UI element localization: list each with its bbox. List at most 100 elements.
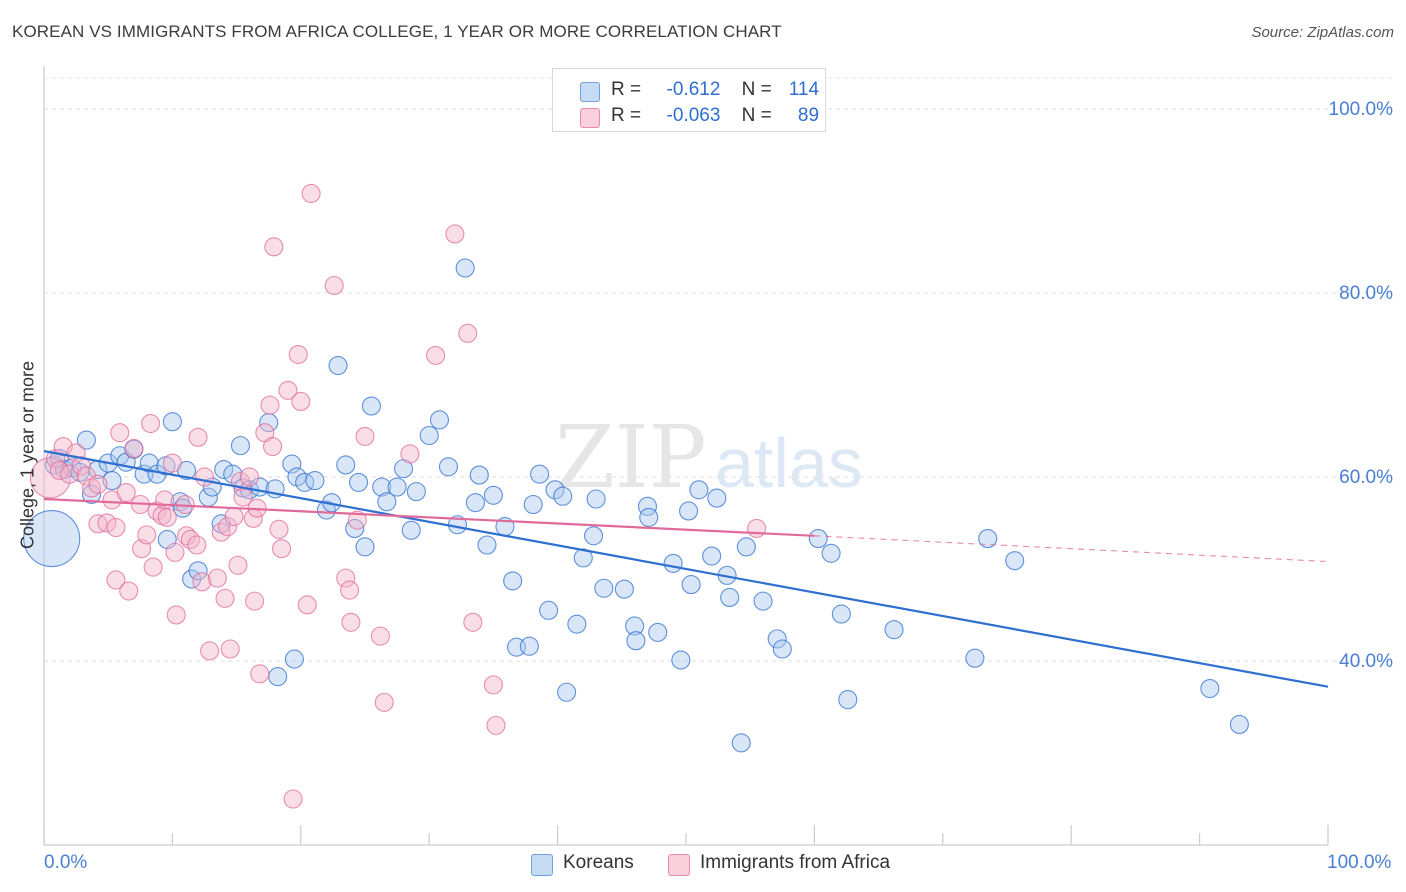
- point-koreans-107: [1005, 551, 1025, 571]
- point-koreans-76: [573, 548, 593, 568]
- bottom-legend-swatch-koreans: [531, 854, 553, 876]
- point-koreans-68: [519, 636, 539, 656]
- point-koreans-41: [305, 471, 325, 491]
- point-koreans-29: [223, 464, 243, 484]
- point-koreans-57: [429, 410, 450, 430]
- point-koreans-60: [455, 258, 475, 278]
- legend-n-value-africa: 89: [797, 105, 820, 126]
- point-koreans-19: [162, 412, 182, 432]
- point-koreans-95: [731, 733, 751, 753]
- point-africa-64: [301, 183, 321, 204]
- point-africa-8: [81, 478, 102, 498]
- point-koreans-54: [401, 520, 421, 540]
- trend-line-koreans: [43, 450, 1329, 688]
- point-africa-50: [245, 591, 265, 611]
- point-koreans-21: [173, 498, 193, 518]
- point-koreans-103: [838, 690, 858, 710]
- point-koreans-77: [584, 526, 604, 546]
- watermark-atlas: atlas: [715, 424, 863, 502]
- point-africa-42: [218, 517, 238, 537]
- point-koreans-96: [736, 537, 756, 557]
- point-koreans-86: [663, 553, 683, 573]
- point-africa-45: [228, 555, 248, 575]
- point-africa-48: [239, 467, 259, 487]
- data-points: [23, 183, 1249, 809]
- point-africa-41: [215, 588, 235, 608]
- point-africa-23: [143, 557, 163, 577]
- point-africa-67: [340, 580, 360, 600]
- point-koreans-105: [965, 648, 985, 668]
- legend-row-africa: R = -0.063 N = 89: [553, 102, 825, 128]
- point-africa-28: [162, 453, 182, 473]
- point-koreans-94: [720, 587, 740, 608]
- point-africa-59: [278, 380, 298, 400]
- point-koreans-91: [702, 546, 722, 566]
- point-koreans-66: [503, 571, 523, 591]
- legend-row-koreans: R = -0.612 N = 114: [553, 76, 825, 102]
- point-africa-14: [106, 570, 126, 590]
- point-africa-15: [110, 423, 130, 443]
- point-koreans-102: [831, 604, 851, 624]
- point-africa-11: [97, 513, 117, 533]
- legend-r-value-koreans: -0.612: [666, 79, 721, 100]
- point-koreans-78: [586, 489, 606, 509]
- point-africa-17: [119, 581, 139, 601]
- point-koreans-69: [523, 494, 543, 515]
- point-koreans-70: [530, 464, 550, 484]
- point-koreans-30: [230, 436, 251, 456]
- legend-swatch-koreans: [580, 82, 600, 102]
- point-koreans-74: [557, 682, 577, 702]
- watermark-zip: ZIP: [555, 408, 707, 508]
- point-koreans-100: [808, 529, 828, 549]
- point-africa-22: [141, 413, 161, 434]
- point-koreans-101: [821, 543, 841, 563]
- point-africa-75: [445, 224, 465, 244]
- point-africa-77: [463, 612, 483, 632]
- point-africa-68: [341, 612, 361, 632]
- point-koreans-109: [1229, 714, 1249, 734]
- point-africa-2: [49, 460, 69, 481]
- legend-n-label: N =: [741, 105, 772, 126]
- y-tick-label-80: 80.0%: [1339, 283, 1393, 304]
- point-koreans-98: [767, 629, 787, 649]
- point-koreans-44: [328, 356, 348, 376]
- chart-title: KOREAN VS IMMIGRANTS FROM AFRICA COLLEGE…: [12, 22, 782, 41]
- x-tick-label-max: 100.0%: [1327, 852, 1392, 873]
- point-africa-9: [88, 474, 108, 494]
- point-africa-74: [426, 345, 446, 365]
- point-koreans-24: [188, 561, 208, 581]
- point-koreans-62: [469, 465, 489, 485]
- trend-line-africa-projection: [814, 535, 1329, 563]
- point-koreans-84: [639, 507, 659, 527]
- point-africa-66: [336, 568, 356, 588]
- point-africa-65: [324, 275, 344, 296]
- point-koreans-55: [406, 482, 426, 502]
- point-africa-69: [347, 510, 367, 530]
- y-tick-label-60: 60.0%: [1339, 467, 1393, 488]
- point-koreans-64: [483, 485, 503, 505]
- point-africa-38: [200, 641, 220, 661]
- trend-line-africa: [43, 497, 815, 537]
- point-africa-26: [155, 490, 175, 510]
- point-africa-78: [483, 675, 503, 695]
- point-koreans-37: [282, 454, 302, 474]
- point-koreans-63: [477, 535, 497, 555]
- point-koreans-0: [23, 510, 81, 568]
- bottom-legend-label-koreans: Koreans: [563, 852, 634, 873]
- point-koreans-71: [539, 600, 559, 620]
- point-africa-76: [458, 323, 478, 343]
- point-africa-70: [355, 426, 375, 446]
- point-africa-36: [192, 572, 212, 592]
- point-africa-13: [106, 517, 126, 538]
- y-tick-label-100: 100.0%: [1329, 99, 1394, 120]
- legend-n-label: N =: [741, 79, 772, 100]
- bottom-legend-label-africa: Immigrants from Africa: [700, 852, 891, 873]
- point-koreans-51: [377, 492, 397, 512]
- y-axis-title: College, 1 year or more: [17, 360, 38, 550]
- point-koreans-80: [614, 579, 634, 599]
- point-koreans-58: [438, 457, 459, 477]
- legend-n-value-koreans: 114: [788, 79, 820, 100]
- trend-lines: [43, 450, 1329, 688]
- point-koreans-97: [753, 591, 773, 611]
- point-koreans-88: [679, 501, 699, 521]
